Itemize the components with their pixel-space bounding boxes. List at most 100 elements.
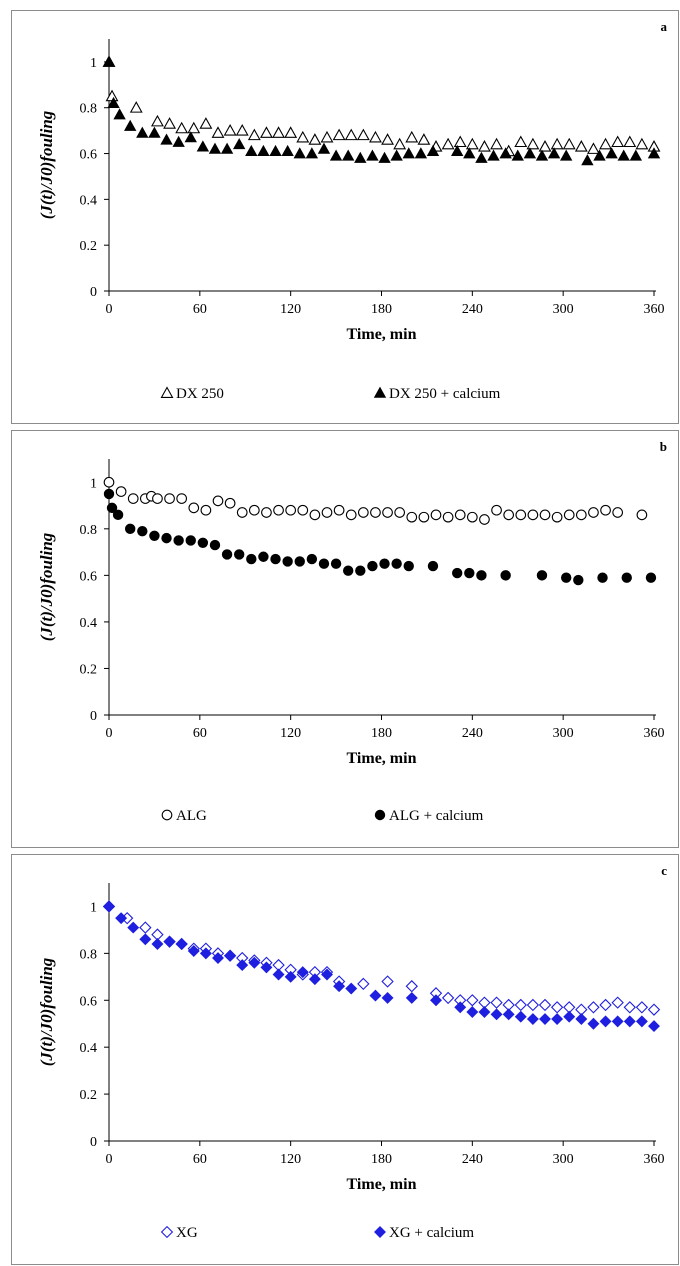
data-point <box>623 1015 636 1028</box>
data-point <box>500 570 511 581</box>
data-point <box>526 1013 539 1026</box>
data-point <box>188 502 200 514</box>
data-point <box>451 567 463 579</box>
x-tick-label: 360 <box>644 1152 665 1167</box>
data-point <box>390 149 403 161</box>
y-tick-label: 1 <box>90 56 97 71</box>
data-point <box>176 493 188 504</box>
y-tick-label: 0.4 <box>80 616 98 631</box>
data-point <box>599 1015 612 1028</box>
data-point <box>282 556 293 567</box>
x-tick-label: 360 <box>644 726 665 741</box>
panel-label: b <box>660 439 667 454</box>
data-point <box>612 507 624 518</box>
data-point <box>593 149 606 161</box>
data-point <box>258 551 269 562</box>
data-point <box>635 1015 648 1028</box>
data-point <box>538 998 552 1012</box>
series-1 <box>103 488 657 586</box>
data-point <box>148 126 161 138</box>
data-point <box>369 989 382 1002</box>
data-point <box>160 133 173 145</box>
data-point <box>105 89 119 102</box>
x-tick-label: 120 <box>280 302 301 317</box>
legend-label: DX 250 + calcium <box>389 386 501 402</box>
data-point <box>430 509 442 521</box>
data-point <box>599 137 612 150</box>
data-point <box>476 570 487 581</box>
data-point <box>199 117 213 129</box>
data-point <box>220 142 234 154</box>
data-point <box>161 532 172 544</box>
y-axis-title: (J(t)/J0)fouling <box>37 110 56 219</box>
data-point <box>357 507 369 518</box>
y-tick-label: 1 <box>90 476 97 491</box>
data-point <box>164 493 175 504</box>
data-point <box>562 137 576 150</box>
data-point <box>621 572 632 583</box>
data-point <box>284 126 298 138</box>
data-point <box>381 991 394 1004</box>
data-point <box>305 147 319 159</box>
x-tick-label: 240 <box>462 1152 483 1167</box>
series-1 <box>103 900 660 1033</box>
legend-marker <box>160 1225 174 1239</box>
data-point <box>394 507 406 518</box>
data-point <box>587 1017 600 1030</box>
data-point <box>611 1015 624 1028</box>
data-point <box>149 530 160 542</box>
y-tick-label: 1 <box>90 900 97 915</box>
data-point <box>115 912 128 925</box>
data-point <box>367 560 378 572</box>
legend-marker <box>374 809 386 821</box>
x-tick-label: 120 <box>280 1152 301 1167</box>
data-point <box>103 900 115 913</box>
data-point <box>427 560 439 572</box>
data-point <box>245 144 258 157</box>
data-point <box>320 130 334 143</box>
data-point <box>600 504 611 516</box>
data-point <box>257 144 270 157</box>
data-point <box>490 1008 503 1021</box>
data-point <box>599 998 612 1012</box>
data-point <box>563 509 575 521</box>
data-point <box>526 998 540 1012</box>
x-tick-label: 360 <box>644 302 665 317</box>
legend-label: DX 250 <box>176 386 224 402</box>
data-point <box>212 952 224 965</box>
data-point <box>551 511 563 523</box>
x-tick-label: 300 <box>553 1152 574 1167</box>
data-point <box>538 140 552 152</box>
data-point <box>212 495 224 507</box>
y-tick-label: 0 <box>90 285 97 300</box>
x-tick-label: 240 <box>462 302 483 317</box>
data-point <box>260 126 273 138</box>
data-point <box>357 977 370 991</box>
data-point <box>345 509 357 521</box>
chart-b: 0 60 120 180 240 300 360 0 0.2 0.4 0.6 0.8 1 Time, mi… <box>37 439 667 824</box>
data-point <box>318 558 330 569</box>
data-point <box>563 1010 576 1023</box>
data-point <box>466 511 478 523</box>
data-point <box>491 504 502 516</box>
x-tick-label: 0 <box>106 1152 113 1167</box>
data-point <box>369 130 382 143</box>
data-point <box>635 137 649 150</box>
series-0 <box>102 55 661 157</box>
data-point <box>441 137 455 150</box>
y-tick-label: 0.6 <box>80 569 98 584</box>
data-point <box>196 140 210 152</box>
data-point <box>511 149 524 161</box>
data-point <box>623 1001 636 1014</box>
data-point <box>527 509 539 521</box>
x-tick-label: 0 <box>106 302 113 317</box>
chart-c: 0 60 120 180 240 300 360 0 0.2 0.4 0.6 0.8 1 Time, mi… <box>37 863 667 1241</box>
data-point <box>635 1001 649 1014</box>
x-tick-label: 120 <box>280 726 301 741</box>
y-axis-title: (J(t)/J0)fouling <box>37 532 56 641</box>
data-point <box>503 509 515 521</box>
data-point <box>308 973 321 986</box>
data-point <box>199 947 212 960</box>
data-point <box>550 137 564 150</box>
x-tick-label: 0 <box>106 726 113 741</box>
